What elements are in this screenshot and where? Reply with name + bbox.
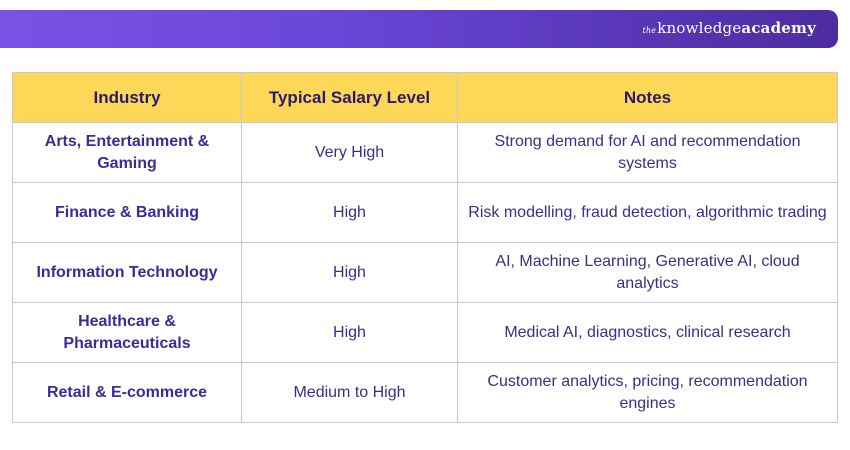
top-banner: theknowledgeacademy — [0, 10, 838, 48]
industry-cell: Information Technology — [12, 242, 242, 303]
table-row: Arts, Entertainment & Gaming Very High S… — [12, 122, 838, 183]
notes-cell: Risk modelling, fraud detection, algorit… — [457, 182, 838, 243]
salary-cell: Medium to High — [241, 362, 458, 423]
notes-cell: Customer analytics, pricing, recommendat… — [457, 362, 838, 423]
salary-cell: Very High — [241, 122, 458, 183]
logo-name-regular: knowledge — [657, 19, 742, 37]
table-row: Information Technology High AI, Machine … — [12, 242, 838, 303]
logo-name-bold: academy — [741, 19, 816, 37]
table-row: Finance & Banking High Risk modelling, f… — [12, 182, 838, 243]
industry-cell: Healthcare & Pharmaceuticals — [12, 302, 242, 363]
header-industry: Industry — [12, 72, 242, 123]
header-notes: Notes — [457, 72, 838, 123]
header-salary-level: Typical Salary Level — [241, 72, 458, 123]
notes-cell: Medical AI, diagnostics, clinical resear… — [457, 302, 838, 363]
table-row: Retail & E-commerce Medium to High Custo… — [12, 362, 838, 423]
industry-cell: Finance & Banking — [12, 182, 242, 243]
table-header-row: Industry Typical Salary Level Notes — [12, 72, 838, 123]
salary-cell: High — [241, 302, 458, 363]
notes-cell: Strong demand for AI and recommendation … — [457, 122, 838, 183]
industry-salary-table: Industry Typical Salary Level Notes Arts… — [12, 72, 838, 423]
logo-prefix: the — [642, 26, 657, 35]
salary-cell: High — [241, 182, 458, 243]
salary-cell: High — [241, 242, 458, 303]
brand-logo: theknowledgeacademy — [643, 19, 816, 37]
industry-cell: Arts, Entertainment & Gaming — [12, 122, 242, 183]
industry-cell: Retail & E-commerce — [12, 362, 242, 423]
table-row: Healthcare & Pharmaceuticals High Medica… — [12, 302, 838, 363]
notes-cell: AI, Machine Learning, Generative AI, clo… — [457, 242, 838, 303]
